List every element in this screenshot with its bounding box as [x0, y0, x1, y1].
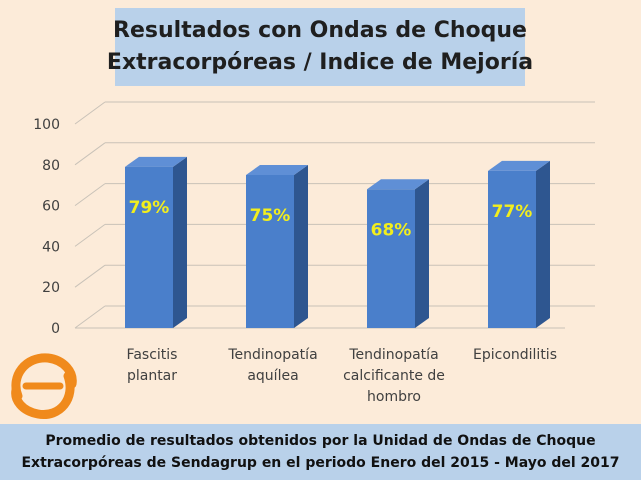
x-tick-label: hombro	[367, 389, 421, 405]
gridline-depth	[74, 142, 106, 166]
data-label: 77%	[492, 202, 533, 222]
y-tick-label: 40	[42, 239, 60, 255]
gridline-depth	[74, 223, 106, 247]
gridline-depth	[74, 101, 106, 125]
x-tick-label: Tendinopatía	[227, 347, 317, 363]
data-label: 68%	[371, 220, 412, 240]
footer-line-1: Promedio de resultados obtenidos por la …	[45, 433, 596, 449]
y-tick-label: 100	[33, 117, 60, 133]
bar	[246, 175, 294, 328]
x-tick-label: calcificante de	[343, 368, 445, 384]
x-tick-label: Fascitis	[127, 347, 178, 363]
chart-title-line-2: Extracorpóreas / Indice de Mejoría	[106, 50, 534, 75]
x-tick-label: Epicondilitis	[473, 347, 557, 363]
chart-title-line-1: Resultados con Ondas de Choque	[113, 18, 527, 43]
x-tick-label: aquílea	[247, 368, 298, 384]
x-tick-label: Tendinopatía	[348, 347, 438, 363]
chart-title-box: Resultados con Ondas de Choque Extracorp…	[107, 8, 533, 86]
bar-top	[488, 160, 550, 171]
bar	[125, 166, 173, 328]
gridline-depth	[74, 183, 106, 207]
y-tick-label: 20	[42, 280, 60, 296]
bar-side	[294, 165, 308, 328]
bar-top	[246, 165, 308, 175]
bar-chart: 0 20 40 60 80 100 79% Fascitis plantar 75% Tendino…	[33, 101, 595, 405]
gridline-depth	[74, 264, 106, 288]
y-tick-label: 80	[42, 158, 60, 174]
sendagrup-logo-icon	[11, 353, 77, 419]
bar-side	[415, 179, 429, 328]
y-tick-label: 0	[51, 321, 60, 337]
bar	[488, 170, 536, 328]
bar-side	[173, 156, 187, 328]
bar	[367, 189, 415, 328]
bar-top	[125, 156, 187, 167]
data-label: 79%	[129, 198, 170, 218]
bar-top	[367, 179, 429, 190]
data-label: 75%	[250, 206, 291, 226]
footer-line-2: Extracorpóreas de Sendagrup en el period…	[21, 455, 620, 471]
y-tick-label: 60	[42, 199, 60, 215]
bar-side	[536, 160, 550, 328]
gridline-depth	[74, 305, 106, 329]
footer-caption: Promedio de resultados obtenidos por la …	[0, 424, 641, 480]
x-tick-label: plantar	[127, 368, 177, 384]
